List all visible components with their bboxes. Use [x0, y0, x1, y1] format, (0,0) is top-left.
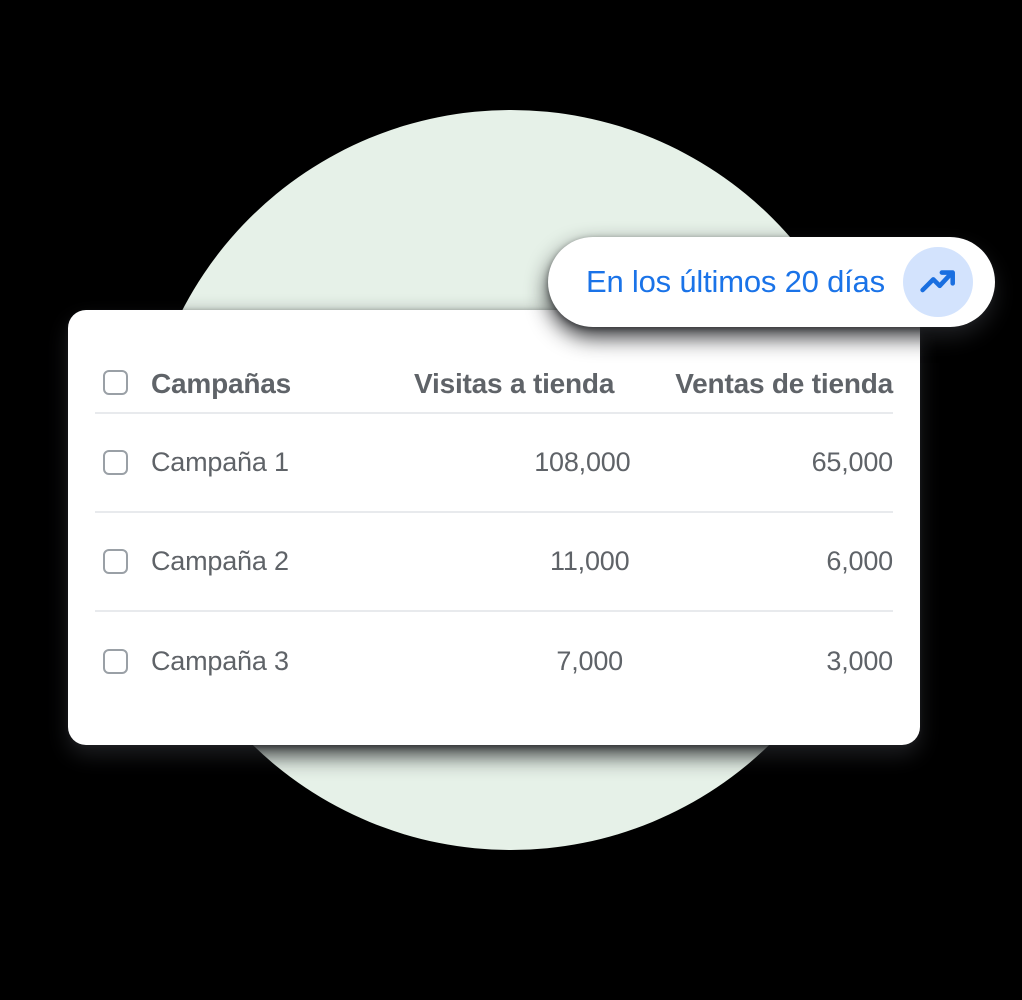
- row-select-cell[interactable]: [95, 450, 151, 475]
- cell-store-sales: 6,000: [826, 546, 893, 576]
- date-range-badge[interactable]: En los últimos 20 días: [548, 237, 995, 327]
- column-header-sales[interactable]: Ventas de tienda: [675, 368, 894, 399]
- table-row[interactable]: Campaña 3 7,000 3,000: [95, 612, 893, 711]
- table-row[interactable]: Campaña 2 11,000 6,000: [95, 513, 893, 612]
- row-select-cell[interactable]: [95, 549, 151, 574]
- column-header-visits[interactable]: Visitas a tienda: [414, 368, 615, 399]
- select-all-checkbox[interactable]: [103, 370, 128, 395]
- cell-campaign-name: Campaña 2: [151, 546, 289, 576]
- date-range-label: En los últimos 20 días: [586, 264, 885, 299]
- campaigns-table: Campañas Visitas a tienda Ventas de tien…: [95, 336, 893, 711]
- trending-up-icon: [903, 247, 973, 317]
- table-row[interactable]: Campaña 1 108,000 65,000: [95, 414, 893, 513]
- row-select-cell[interactable]: [95, 649, 151, 674]
- cell-store-visits: 7,000: [556, 646, 623, 676]
- column-header-campaign[interactable]: Campañas: [151, 368, 292, 399]
- cell-campaign-name: Campaña 3: [151, 646, 289, 676]
- cell-campaign-name: Campaña 1: [151, 447, 289, 477]
- row-checkbox[interactable]: [103, 450, 128, 475]
- table-header-row: Campañas Visitas a tienda Ventas de tien…: [95, 336, 893, 414]
- select-all-cell[interactable]: [95, 368, 151, 395]
- cell-store-sales: 3,000: [826, 646, 893, 676]
- cell-store-sales: 65,000: [811, 447, 894, 477]
- campaigns-card: Campañas Visitas a tienda Ventas de tien…: [68, 310, 920, 745]
- row-checkbox[interactable]: [103, 549, 128, 574]
- cell-store-visits: 108,000: [534, 447, 631, 477]
- cell-store-visits: 11,000: [550, 546, 630, 576]
- row-checkbox[interactable]: [103, 649, 128, 674]
